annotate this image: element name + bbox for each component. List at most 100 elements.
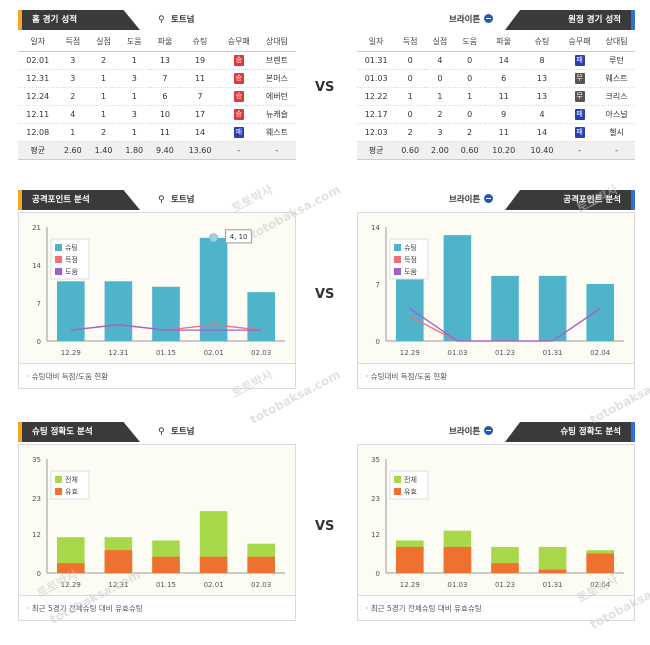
- accuracy-right-chart-box: 0 12 23 35 12.29 01.03 01.23 01.31 02.04 전체 유효 · 최…: [357, 444, 635, 621]
- table-cell: 01.31: [357, 51, 396, 70]
- accuracy-left-footer: · 최근 5경기 전체슈팅 대비 유효슈팅: [19, 595, 295, 620]
- accuracy-right-footer-text: 최근 5경기 전체슈팅 대비 유효슈팅: [370, 604, 482, 613]
- y-tick-label: 35: [371, 456, 380, 464]
- accuracy-left-plot: 0 12 23 35 12.29 12.31 01.15 02.01 02.03 전체 유효: [19, 445, 295, 595]
- table-cell: 브렌트: [257, 51, 296, 70]
- attack-left-team: ⚲ 토트넘: [158, 190, 194, 210]
- attack-right-title: 공격포인트 분석: [505, 190, 631, 210]
- assists-line: [409, 307, 601, 342]
- table-cell: 4: [522, 105, 562, 124]
- result-cell: 패: [561, 123, 599, 142]
- on-target-bar: [538, 569, 567, 573]
- table-cell: 본머스: [257, 69, 296, 88]
- table-row: 12.11 4 1 3 10 17 승 뉴캐슬: [18, 105, 296, 124]
- on-target-bar: [491, 563, 519, 573]
- attack-right-footer-text: 슈팅대비 득점/도움 현황: [370, 372, 448, 381]
- table-cell: 6: [484, 69, 523, 88]
- table-cell: 0: [395, 51, 426, 70]
- table-cell: 첼시: [598, 123, 635, 142]
- attack-right-footer: · 슈팅대비 득점/도움 현황: [358, 363, 634, 388]
- accuracy-right-footer: · 최근 5경기 전체슈팅 대비 유효슈팅: [358, 595, 634, 620]
- table-cell: 0: [454, 69, 485, 88]
- result-badge: 패: [233, 126, 244, 138]
- legend-swatch: [55, 476, 62, 483]
- accuracy-right-team-name: 브라이튼: [449, 427, 481, 437]
- table-cell: 11: [149, 123, 181, 142]
- table-row: 01.03 0 0 0 6 13 무 웨스트: [357, 69, 635, 88]
- legend-swatch: [55, 488, 62, 495]
- attack-right-header: 브라이튼 공격포인트 분석: [357, 190, 635, 210]
- away-results-title: 원정 경기 성적: [505, 10, 631, 30]
- legend-label: 득점: [65, 256, 78, 264]
- accuracy-right-title: 슈팅 정확도 분석: [505, 422, 631, 442]
- legend-swatch: [394, 256, 401, 263]
- table-cell: 13: [522, 69, 562, 88]
- table-cell: 1: [88, 87, 119, 106]
- table-cell: 13: [522, 87, 562, 106]
- table-row: 01.31 0 4 0 14 8 패 루턴: [357, 51, 635, 70]
- table-cell: 13: [149, 51, 181, 70]
- x-tick-label: 12.29: [61, 349, 81, 357]
- table-cell: 1: [57, 123, 89, 142]
- average-row: 평균 2.60 1.40 1.80 9.40 13.60- -: [18, 141, 296, 160]
- result-badge: 승: [233, 108, 244, 120]
- accuracy-left-title: 슈팅 정확도 분석: [22, 422, 140, 442]
- x-tick-label: 01.03: [447, 349, 467, 357]
- y-tick-label: 0: [376, 338, 380, 346]
- legend-label: 유효: [404, 488, 417, 496]
- average-cell: -: [561, 141, 599, 160]
- table-cell: 10: [149, 105, 181, 124]
- home-team-name: 토트넘: [171, 15, 195, 25]
- header-accent: [631, 422, 635, 442]
- column-header: 승무패: [561, 33, 599, 52]
- shots-bar: [104, 281, 133, 341]
- legend-label: 전체: [65, 475, 78, 484]
- y-tick-label: 14: [371, 224, 380, 232]
- accuracy-right-panel: 브라이튼 슈팅 정확도 분석: [357, 422, 635, 442]
- on-target-bar: [56, 563, 85, 573]
- table-cell: 1: [88, 69, 119, 88]
- x-tick-label: 01.23: [495, 581, 515, 589]
- table-row: 12.31 3 1 3 7 11 승 본머스: [18, 69, 296, 88]
- x-tick-label: 12.29: [61, 581, 81, 589]
- result-cell: 패: [561, 51, 599, 70]
- y-tick-label: 0: [37, 570, 41, 578]
- table-cell: 17: [180, 105, 220, 124]
- column-header: 승무패: [219, 33, 258, 52]
- table-cell: 12.11: [18, 105, 58, 124]
- table-cell: 12.24: [18, 87, 58, 106]
- on-target-bar: [586, 553, 615, 573]
- accuracy-right-team: 브라이튼: [449, 422, 494, 442]
- x-tick-label: 01.15: [156, 581, 176, 589]
- away-results-table: 일자 득점 실점 도움 파울 슈팅 승무패 상대팀 01.31 0 4 0 14 8 패 루턴 01.03 0 0…: [357, 33, 635, 160]
- column-header: 슈팅: [522, 33, 562, 52]
- table-cell: 웨스트: [257, 123, 296, 142]
- tottenham-crest-icon: ⚲: [158, 427, 165, 437]
- home-team-label: ⚲ 토트넘: [158, 10, 194, 30]
- y-tick-label: 23: [32, 495, 41, 503]
- table-cell: 14: [484, 51, 523, 70]
- legend-label: 도움: [404, 268, 417, 276]
- attack-left-footer: · 슈팅대비 득점/도움 현황: [19, 363, 295, 388]
- average-row: 평균 0.60 2.00 0.60 10.20 10.40- -: [357, 141, 635, 160]
- average-cell: 1.80: [118, 141, 150, 160]
- x-tick-label: 02.04: [590, 581, 611, 589]
- table-cell: 1: [118, 87, 150, 106]
- table-cell: 3: [57, 69, 89, 88]
- legend-swatch: [55, 244, 62, 251]
- column-header: 도움: [118, 33, 150, 52]
- table-cell: 6: [149, 87, 181, 106]
- column-header: 득점: [57, 33, 89, 52]
- table-cell: 12.03: [357, 123, 396, 142]
- legend-swatch: [394, 268, 401, 275]
- away-results-panel: 브라이튼 원정 경기 성적 일자 득점 실점 도움 파울 슈팅 승무패 상대팀 01.31 0 4…: [357, 10, 635, 160]
- on-target-bar: [247, 556, 276, 573]
- shots-bar: [586, 284, 615, 341]
- result-badge: 승: [233, 90, 244, 102]
- attack-right-plot: 0 7 14 12.29 01.03 01.23 01.31 02.04 슈팅 득점 도움: [358, 213, 634, 363]
- column-header: 상대팀: [598, 33, 635, 52]
- table-cell: 크리스: [598, 87, 635, 106]
- assists-line: [70, 324, 262, 331]
- table-cell: 웨스트: [598, 69, 635, 88]
